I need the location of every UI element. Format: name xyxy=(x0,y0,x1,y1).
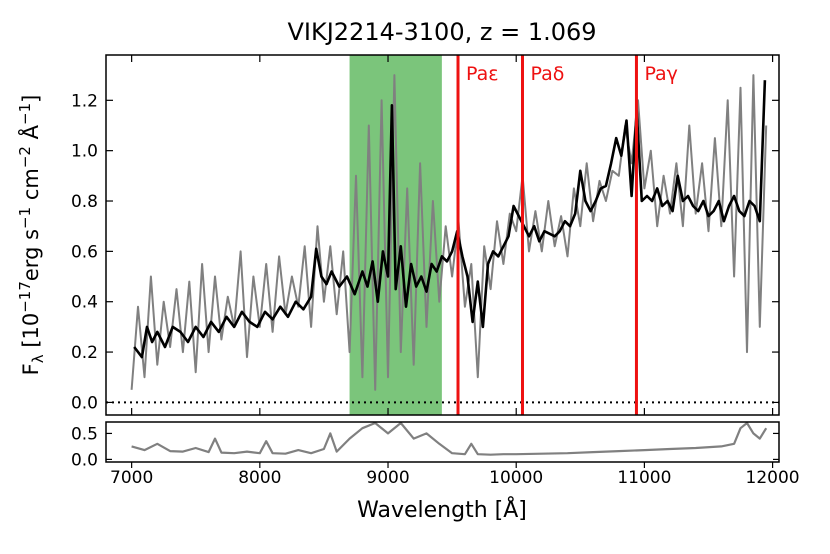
chart-title: VIKJ2214-3100, z = 1.069 xyxy=(287,18,596,46)
y-tick-label: 0.4 xyxy=(71,293,98,313)
y-label-exp2: −1 xyxy=(16,207,34,229)
x-tick-label: 7000 xyxy=(110,468,153,488)
y-tick-label: 0.6 xyxy=(71,242,98,262)
x-tick-label: 8000 xyxy=(238,468,281,488)
main-axes-layer: 0.0 0.2 0.4 0.6 0.8 1.0 1.2 xyxy=(71,54,780,416)
line-marker-label-1: Paδ xyxy=(530,63,564,85)
line-marker-label-2: Paγ xyxy=(644,63,678,85)
y-label-exp3: −2 xyxy=(16,146,34,168)
x-tick-label: 11000 xyxy=(617,468,671,488)
noise-y-tick-label: 0.0 xyxy=(71,450,98,470)
y-label-sub: λ xyxy=(29,354,47,363)
y-tick-label: 0.2 xyxy=(71,343,98,363)
x-tick-label: 9000 xyxy=(366,468,409,488)
noise-frame xyxy=(105,421,780,463)
y-label-exp1: −17 xyxy=(16,281,34,313)
y-label-unit3: Å xyxy=(17,124,43,146)
y-label-close: ] xyxy=(19,95,43,103)
noise-line xyxy=(131,422,768,456)
y-label-prefix: F xyxy=(19,363,43,375)
main-frame xyxy=(105,54,780,416)
main-series-layer xyxy=(106,74,779,404)
y-axis-label: Fλ [10−17erg s−1 cm−2 Å−1] xyxy=(16,95,47,376)
y-label-exp4: −1 xyxy=(16,103,34,125)
y-tick-label: 1.2 xyxy=(71,91,98,111)
noise-y-tick-label: 0.5 xyxy=(71,424,98,444)
noise-axes-layer: 0.0 0.5 7000 8000 9000 10000 11000 12000 xyxy=(71,421,800,488)
y-tick-label: 1.0 xyxy=(71,142,98,162)
y-label-rest: [10 xyxy=(19,313,43,355)
x-tick-label: 12000 xyxy=(746,468,800,488)
y-label-unit2: cm xyxy=(19,168,43,207)
x-tick-label: 10000 xyxy=(489,468,543,488)
line-marker-label-0: Paε xyxy=(466,63,499,85)
y-tick-label: 0.0 xyxy=(71,393,98,413)
raw-spectrum-line xyxy=(130,74,768,391)
noise-series-layer xyxy=(131,422,768,456)
line-marker-layer: Paε Paδ Paγ xyxy=(456,55,678,415)
x-axis-label: Wavelength [Å] xyxy=(357,496,527,523)
y-label-unit1: erg s xyxy=(19,229,43,281)
smoothed-spectrum-line xyxy=(133,80,767,359)
y-tick-label: 0.8 xyxy=(71,192,98,212)
